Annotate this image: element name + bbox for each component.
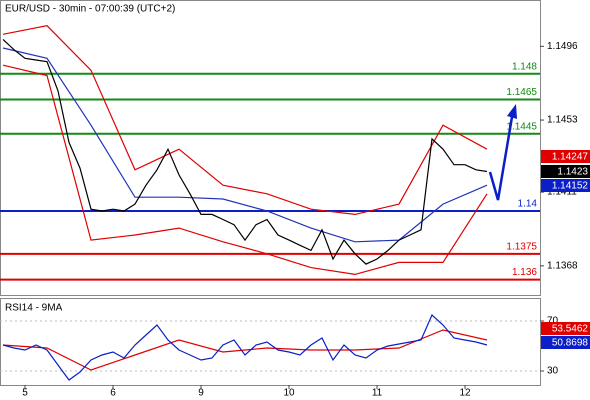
rsi-title: RSI14 - 9MA: [5, 303, 63, 314]
y-tick-label: 1.1496: [547, 41, 578, 52]
marker-box: [541, 150, 590, 163]
x-tick-label: 11: [372, 388, 383, 399]
price-panel: [0, 0, 541, 296]
x-tick-label: 5: [22, 388, 28, 399]
x-tick-label: 9: [198, 388, 204, 399]
level-label: 1.1445: [506, 121, 537, 132]
marker-label: 1.1423: [557, 167, 588, 178]
x-tick-label: 12: [459, 388, 471, 399]
y-tick-label: 70: [547, 316, 559, 327]
level-label: 1.148: [512, 61, 537, 72]
marker-box: [541, 165, 590, 178]
marker-label: 53.5462: [552, 324, 589, 335]
level-label: 1.14: [518, 199, 538, 210]
plot-layer: 1.14961.14531.14111.13681.1481.14651.144…: [0, 25, 578, 399]
y-tick-label: 1.1453: [547, 115, 578, 126]
marker-box: [541, 322, 590, 335]
series-line: [2, 313, 488, 381]
rsi-panel: [0, 298, 541, 386]
chart-title: EUR/USD - 30min - 07:00:39 (UTC+2): [5, 4, 175, 15]
marker-box: [541, 336, 590, 349]
level-label: 1.1465: [506, 87, 537, 98]
y-tick-label: 1.1411: [547, 187, 577, 198]
marker-label: 50.8698: [552, 338, 589, 349]
x-tick-label: 10: [283, 388, 295, 399]
series-line: [2, 38, 488, 265]
y-tick-label: 1.1368: [547, 260, 578, 271]
marker-label: 1.14152: [552, 181, 589, 192]
marker-box: [541, 179, 590, 192]
series-line: [2, 25, 488, 216]
projection-arrow: [488, 116, 514, 201]
level-label: 1.136: [512, 267, 537, 278]
level-label: 1.1375: [506, 241, 537, 252]
series-line: [2, 329, 488, 371]
series-line: [2, 64, 488, 276]
arrow-head: [507, 104, 517, 119]
y-tick-label: 30: [547, 366, 559, 377]
x-tick-label: 6: [110, 388, 116, 399]
series-line: [2, 47, 488, 243]
marker-label: 1.14247: [552, 152, 589, 163]
